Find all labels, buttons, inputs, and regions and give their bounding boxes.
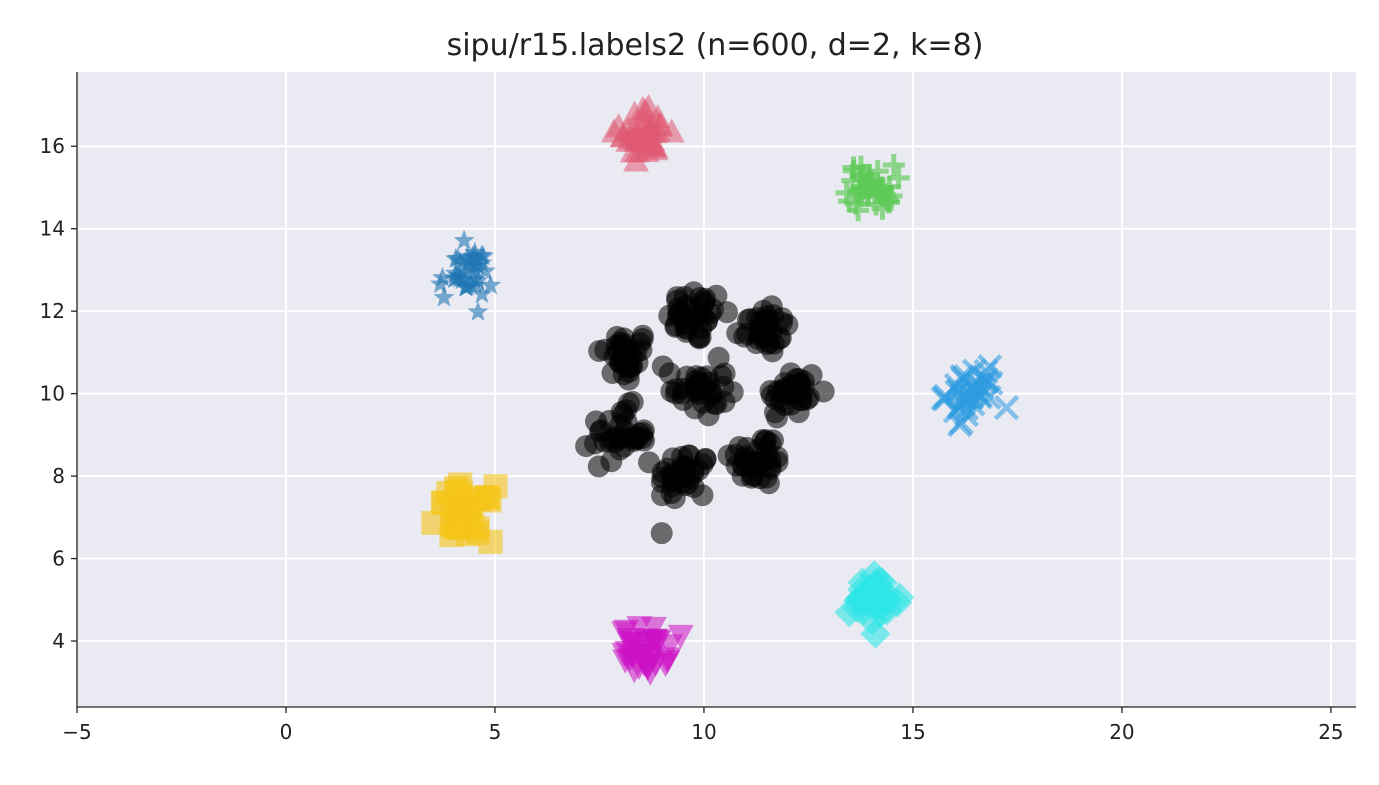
data-points [421,93,1020,686]
data-point [993,395,1020,421]
x-tick-label: 10 [691,720,716,744]
x-tick-label: 25 [1318,720,1343,744]
data-point [471,283,493,304]
data-point [944,379,970,405]
x-tick-label: 15 [900,720,925,744]
data-point [674,316,697,339]
cluster-green-pluses [835,153,910,222]
data-point [454,496,479,521]
data-point [860,618,891,649]
data-point [601,361,624,384]
data-point [950,366,976,392]
data-point [463,268,485,289]
data-point [844,192,867,215]
data-point [621,100,648,125]
cluster-azure-crosses [930,354,1020,438]
data-point [480,274,502,295]
x-tick-label: 20 [1109,720,1134,744]
x-tick-label: 5 [489,720,502,744]
data-point [947,412,973,438]
y-tick-label: 6 [52,547,65,571]
y-tick-label: 8 [52,464,65,488]
data-point [640,616,667,641]
data-point [688,286,711,309]
data-point [655,647,682,672]
data-point [650,522,673,545]
data-point [887,166,910,189]
data-point [696,365,719,388]
data-point [432,266,454,287]
data-point [626,655,653,680]
data-point [882,153,905,176]
cluster-yellow-squares [421,472,508,554]
data-point [458,250,480,271]
data-point [612,327,635,350]
data-point [443,268,465,289]
data-point [630,124,657,149]
data-point [691,453,714,476]
data-point [875,187,898,210]
data-point [575,435,598,458]
data-point [842,159,865,182]
data-point [631,421,654,444]
data-point [707,346,730,369]
data-point [616,631,643,656]
data-point [834,597,865,628]
data-point [977,354,1003,380]
data-point [453,229,475,250]
cluster-cyan-diamonds [834,560,915,649]
data-point [884,582,915,613]
cluster-magenta-triangles [611,616,694,686]
data-point [474,260,496,281]
y-tick-label: 14 [40,217,65,241]
data-point [585,410,608,433]
y-tick-label: 4 [52,629,65,653]
x-tick-label: −5 [62,720,91,744]
y-tick-label: 12 [40,299,65,323]
cluster-red-triangles [600,93,685,172]
data-point [861,590,892,621]
data-point [467,300,489,321]
data-point [787,401,810,424]
data-point [695,310,718,333]
data-point [433,286,455,307]
x-tick-label: 0 [280,720,293,744]
data-point [849,179,872,202]
data-point [445,248,467,268]
data-point [751,451,774,474]
y-tick-label: 16 [40,134,65,158]
chart-title: sipu/r15.labels2 (n=600, d=2, k=8) [447,28,984,63]
data-point [464,245,486,266]
data-point [682,476,705,499]
data-point [715,301,738,324]
data-point [773,377,796,400]
data-point [455,276,477,297]
cluster-blue-stars [429,229,502,321]
data-point [658,304,681,327]
data-point [760,321,783,344]
data-point [650,471,673,494]
y-tick-label: 10 [40,382,65,406]
cluster-black-circles [575,281,835,545]
data-point [660,380,683,403]
data-point [647,111,674,136]
axes: −5 0 5 10 15 20 25 4 6 8 10 12 14 16 [40,72,1356,744]
data-point [603,345,626,368]
data-point [600,450,623,473]
data-point [658,118,685,143]
data-point [656,634,683,659]
data-point [731,454,754,477]
data-point [870,176,893,199]
